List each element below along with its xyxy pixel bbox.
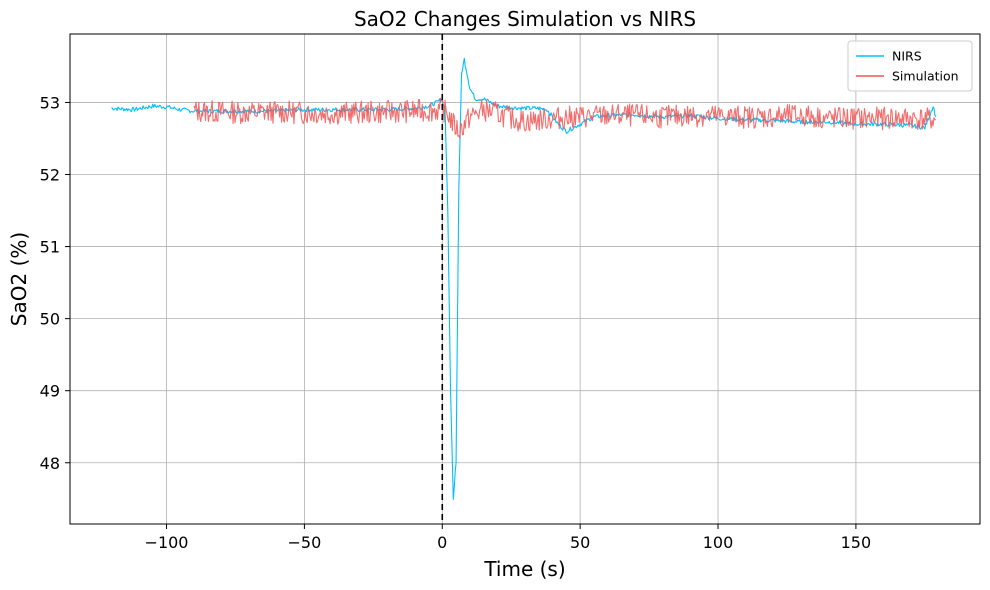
legend: NIRS Simulation (847, 40, 973, 92)
plot-area (111, 34, 937, 524)
legend-box (847, 40, 973, 92)
y-tick-label: 53 (40, 93, 60, 112)
x-tick-label: −50 (288, 533, 322, 552)
x-tick-label: 100 (703, 533, 734, 552)
y-tick-label: 48 (40, 454, 60, 473)
chart-title: SaO2 Changes Simulation vs NIRS (354, 7, 696, 31)
y-tick-label: 52 (40, 166, 60, 185)
y-axis-title: SaO2 (%) (7, 232, 31, 326)
x-axis-title: Time (s) (483, 557, 565, 581)
y-tick-label: 51 (40, 238, 60, 257)
y-tick-label: 49 (40, 382, 60, 401)
legend-label-simulation: Simulation (892, 69, 959, 84)
x-tick-label: 0 (437, 533, 447, 552)
series-line-simulation (193, 97, 936, 139)
y-tick-label: 50 (40, 310, 60, 329)
x-tick-label: −100 (145, 533, 189, 552)
axis-ticks: −100 −50 0 50 100 150 48 49 50 51 52 53 (40, 93, 872, 552)
plot-frame (69, 33, 981, 525)
x-tick-label: 50 (570, 533, 590, 552)
x-tick-label: 150 (841, 533, 872, 552)
legend-label-nirs: NIRS (892, 49, 922, 64)
plot-clipped-group (111, 57, 937, 500)
